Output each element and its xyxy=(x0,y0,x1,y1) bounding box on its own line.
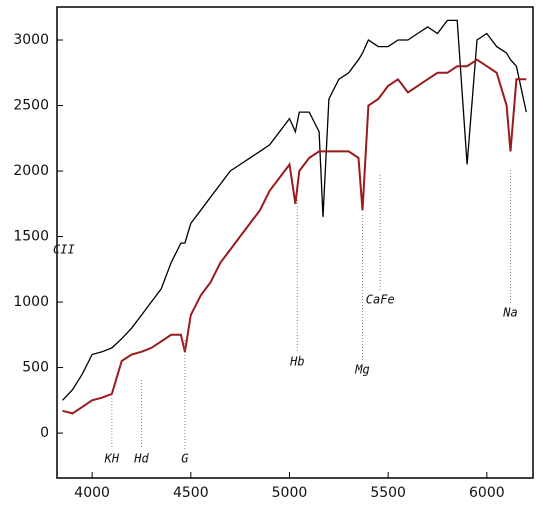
y-tick-label: 2500 xyxy=(13,98,49,114)
y-tick-label: 1000 xyxy=(13,294,49,310)
annotation-label: CaFe xyxy=(366,293,395,307)
annotation-label: Mg xyxy=(354,363,369,377)
annotation-label: Na xyxy=(502,306,517,320)
y-tick-label: 1500 xyxy=(13,229,49,245)
spectrum-line xyxy=(62,58,527,415)
y-tick-label: 2000 xyxy=(13,163,49,179)
x-tick-label: 4500 xyxy=(173,485,209,501)
spectrum-line xyxy=(62,19,527,401)
x-tick-label: 5000 xyxy=(272,485,308,501)
annotation-label: Hd xyxy=(133,452,149,466)
x-tick-label: 4000 xyxy=(74,485,110,501)
x-tick-label: 6000 xyxy=(469,485,505,501)
annotation-label: Hb xyxy=(289,355,304,369)
y-tick-label: 3000 xyxy=(13,32,49,48)
annotation-label: G xyxy=(181,452,188,466)
annotation-label: CII xyxy=(53,243,75,257)
x-tick-label: 5500 xyxy=(370,485,406,501)
y-tick-label: 500 xyxy=(22,360,49,376)
plot-frame xyxy=(56,6,534,479)
annotation-label: KH xyxy=(104,452,120,466)
y-tick-label: 0 xyxy=(40,425,49,441)
